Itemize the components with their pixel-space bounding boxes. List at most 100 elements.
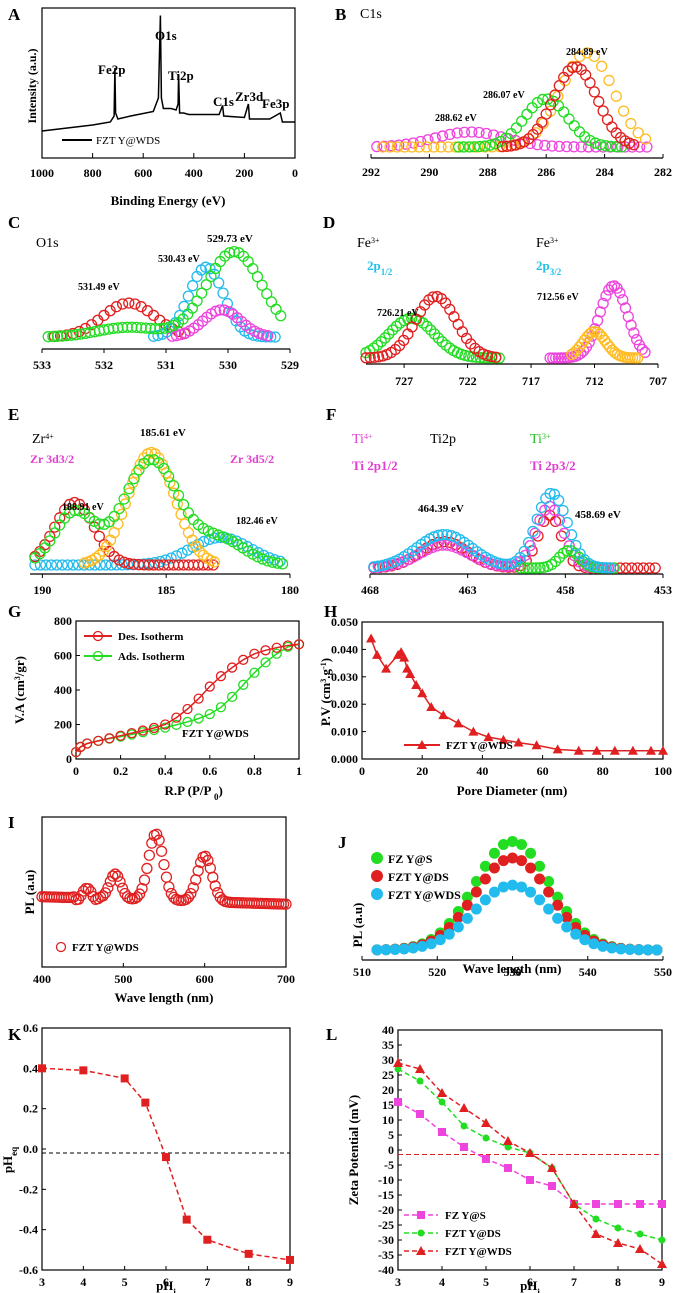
text-span: Ti: [530, 432, 542, 447]
panel-label-G: G: [8, 602, 21, 621]
peak-annotation: 458.69 eV: [575, 509, 621, 521]
x-axis-label: Binding Energy (eV): [111, 193, 226, 208]
zeta-point: [591, 1229, 601, 1238]
plot-frame: [41, 1027, 291, 1271]
peak-green-point: [383, 328, 395, 340]
peak-label-zr3d: Zr3d: [235, 89, 264, 104]
x-tick-label: 7: [571, 1275, 577, 1289]
pl-point: [116, 882, 129, 894]
peak-green-point: [521, 108, 533, 120]
peak-magenta-point: [552, 352, 565, 364]
peak-magenta-point: [539, 139, 551, 152]
peak-orange-point: [428, 141, 440, 153]
peak-green-point: [108, 510, 120, 523]
peak-orange-point: [391, 141, 403, 153]
peak-cyan-point: [34, 559, 47, 571]
peak-green-point: [568, 120, 580, 132]
fe-2p12-label: 2p1/2: [367, 258, 393, 277]
y-tick-label: 0.040: [331, 642, 358, 656]
peak-green-point: [177, 499, 190, 511]
y-tick-label: -15: [378, 1188, 394, 1202]
text-span: 3+: [550, 236, 559, 245]
legend-label: FZT Y@WDS: [388, 888, 461, 902]
text-span: 4+: [364, 432, 373, 441]
y-tick-label: 200: [54, 718, 72, 732]
peak-red-point: [628, 139, 640, 151]
peak-cyan-point: [40, 559, 52, 571]
text-span: Fe: [357, 236, 371, 251]
peak-orange-point: [93, 549, 105, 561]
x-tick-label: 5: [483, 1275, 489, 1289]
zeta-line-2: [397, 1062, 663, 1265]
peak-red-point: [360, 352, 372, 364]
peak-cyan-point: [147, 330, 160, 342]
x-axis-label-sub: 0): [214, 783, 223, 802]
peak-red-point: [544, 99, 557, 111]
peak-cyan-point: [192, 538, 205, 550]
peak-magenta-point: [436, 130, 449, 142]
peak-red-point: [448, 311, 460, 323]
x-tick-label: 290: [420, 165, 438, 179]
peak-green-point: [158, 462, 170, 475]
x-tick-label: 100: [654, 764, 672, 778]
peak-orange-point: [596, 60, 608, 72]
y-axis-label: Intensity (a.u.): [25, 48, 39, 123]
zeta-point: [547, 1163, 557, 1172]
peak-magenta-point: [550, 352, 562, 364]
peak-green-point: [123, 482, 135, 495]
peak-red-point: [427, 291, 439, 303]
text-span: 3: [13, 676, 22, 680]
zeta-point: [658, 1200, 666, 1208]
zeta-point: [636, 1200, 644, 1208]
peak-red-point: [588, 86, 601, 98]
peak-green-point: [406, 312, 418, 325]
peak-orange-point: [413, 141, 425, 153]
peak-red-point: [490, 351, 502, 363]
peak-magenta-point: [422, 134, 434, 146]
fe3plus-label-left: Fe3+: [357, 236, 380, 252]
x-tick-label: 80: [597, 764, 609, 778]
peak-green-point: [390, 320, 403, 332]
pl-point-0: [507, 835, 518, 847]
peak-red-point: [501, 140, 513, 153]
x-tick-label: 0: [359, 764, 365, 778]
peak-green-point: [584, 134, 596, 147]
peak-annotation: 726.21 eV: [377, 308, 419, 319]
x-tick-label: 3: [39, 1275, 45, 1289]
zeta-point: [569, 1199, 579, 1208]
peak-green-point: [265, 296, 278, 308]
y-tick-label: 10: [382, 1113, 394, 1127]
des-isotherm-point: [282, 640, 294, 651]
pl-point-2: [380, 944, 392, 956]
peak-cyan-point: [432, 529, 445, 541]
y-tick-label: 0.000: [331, 752, 358, 766]
peak-green-point: [549, 555, 562, 568]
peak-green-point: [207, 527, 219, 539]
pl-point-0: [470, 876, 482, 888]
pl-point: [99, 887, 112, 899]
pl-point-2: [615, 943, 627, 955]
ads-isotherm-point: [260, 657, 271, 668]
x-tick-label: 282: [654, 165, 672, 179]
peak-magenta-point: [555, 352, 567, 364]
ads-isotherm-point: [204, 709, 215, 720]
x-tick-label: 4: [80, 1275, 86, 1289]
peak-orange-point: [617, 105, 630, 117]
peak-red-point: [643, 562, 655, 574]
pore-volume-point: [417, 688, 428, 698]
pl-point: [155, 845, 168, 857]
pore-volume-line: [370, 638, 663, 752]
peak-red-point: [116, 298, 129, 310]
x-axis-label: pHi: [520, 1278, 540, 1293]
pl-point-2: [452, 921, 464, 933]
peak-red-point: [452, 318, 464, 331]
x-tick-label: 458: [556, 583, 574, 597]
peak-orange-point: [164, 476, 176, 489]
peak-orange-point: [167, 487, 180, 499]
pl-point-2: [543, 903, 555, 915]
y-tick-label: -35: [378, 1248, 394, 1262]
peak-red-point: [626, 562, 638, 574]
y-tick-label: -40: [378, 1263, 394, 1277]
zeta-point: [548, 1182, 556, 1190]
legend-marker: [417, 1229, 425, 1237]
